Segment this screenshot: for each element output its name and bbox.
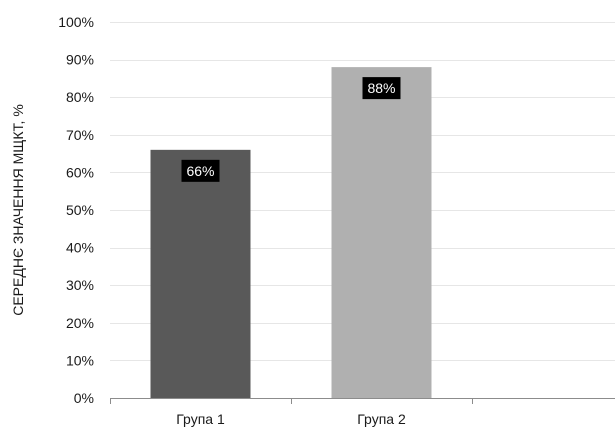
y-tick-label: 20%	[66, 315, 94, 331]
data-label: 88%	[367, 80, 395, 96]
y-axis-title: СЕРЕДНЄ ЗНАЧЕННЯ МЩКТ, %	[10, 104, 26, 316]
bar-2	[331, 67, 432, 399]
data-label-background	[362, 77, 401, 100]
y-tick-label: 30%	[66, 277, 94, 293]
x-axis	[110, 398, 615, 404]
y-tick-label: 80%	[66, 89, 94, 105]
category-label: Група 1	[176, 411, 225, 427]
y-axis-tick-labels: 0% 10% 20% 30% 40% 50% 60% 70% 80% 90% 100%	[58, 14, 94, 406]
y-tick-label: 40%	[66, 240, 94, 256]
bars	[150, 67, 432, 399]
y-tick-label: 50%	[66, 202, 94, 218]
category-label: Група 2	[357, 411, 406, 427]
y-tick-label: 10%	[66, 352, 94, 368]
data-label-background	[181, 159, 220, 182]
x-axis-category-labels: Група 1 Група 2	[176, 411, 406, 427]
y-tick-label: 60%	[66, 164, 94, 180]
y-tick-label: 100%	[58, 14, 94, 30]
data-labels: 66% 88%	[181, 77, 401, 182]
y-tick-label: 70%	[66, 127, 94, 143]
y-tick-label: 0%	[74, 390, 94, 406]
data-label: 66%	[186, 163, 214, 179]
bar-1	[150, 149, 251, 398]
y-tick-label: 90%	[66, 52, 94, 68]
